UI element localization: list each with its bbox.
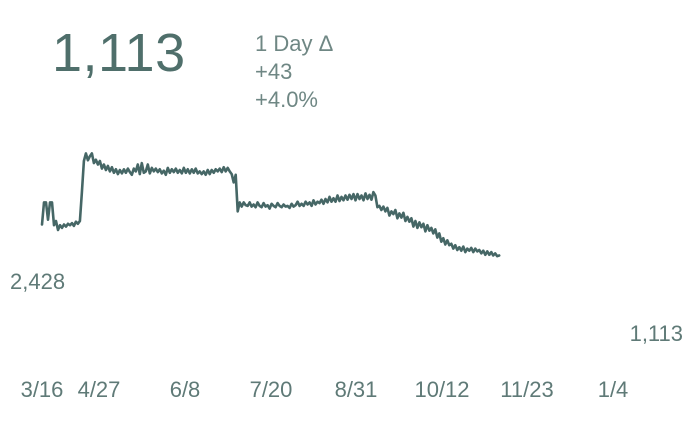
delta-percent: +4.0%: [255, 87, 318, 112]
start-value-label: 2,428: [10, 269, 65, 294]
delta-label: 1 Day Δ: [255, 31, 334, 56]
x-tick-label: 1/4: [598, 377, 629, 402]
series-line: [40, 152, 501, 258]
x-tick-label: 11/23: [500, 377, 553, 402]
x-tick-label: 7/20: [250, 377, 293, 402]
end-value-label: 1,113: [630, 321, 683, 346]
x-tick-label: 3/16: [21, 377, 64, 402]
x-tick-label: 8/31: [335, 377, 378, 402]
delta-block: 1 Day Δ +43 +4.0%: [255, 30, 333, 114]
x-tick-label: 6/8: [170, 377, 201, 402]
delta-absolute: +43: [255, 59, 293, 84]
x-tick-label: 10/12: [414, 377, 469, 402]
current-value: 1,113: [52, 23, 186, 83]
x-tick-label: 4/27: [78, 377, 121, 402]
